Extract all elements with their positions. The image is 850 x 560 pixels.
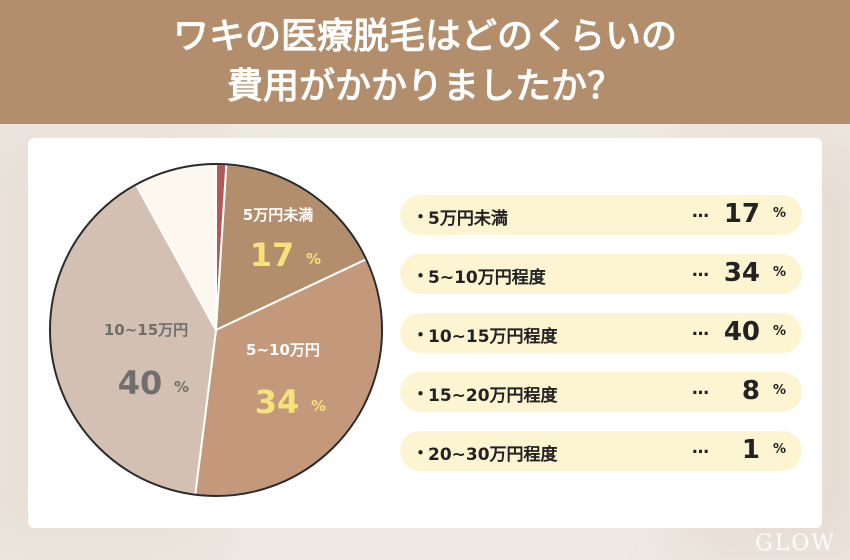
- legend-value: 40: [723, 317, 760, 347]
- legend-bullet: ・: [412, 385, 429, 405]
- legend-label: 20~30万円程度: [428, 445, 558, 465]
- legend-ellipsis: …: [692, 202, 710, 222]
- slice-value-0: 17: [250, 236, 295, 274]
- legend-bullet: ・: [412, 326, 429, 346]
- legend-ellipsis: …: [692, 379, 710, 399]
- legend: ・ 5万円未満 … 17 % ・ 5~10万円程度 … 34 % ・ 10~15…: [400, 195, 802, 490]
- legend-bullet: ・: [412, 267, 429, 287]
- slice-unit-1: %: [311, 397, 326, 415]
- legend-label: 5~10万円程度: [428, 268, 546, 288]
- slice-label-0: 5万円未満: [243, 206, 313, 224]
- slice-value-1: 34: [255, 383, 300, 421]
- legend-value: 34: [723, 258, 760, 288]
- slice-label-2: 10~15万円: [104, 321, 188, 339]
- header-title-line2: 費用がかかりましたか？: [226, 66, 623, 107]
- legend-label: 15~20万円程度: [428, 386, 558, 406]
- legend-label: 5万円未満: [428, 209, 508, 229]
- slice-label-1: 5~10万円: [246, 341, 320, 359]
- legend-ellipsis: …: [692, 438, 710, 458]
- legend-unit: %: [772, 324, 786, 339]
- pie-outline: [49, 163, 383, 497]
- legend-unit: %: [772, 383, 786, 398]
- legend-row-3: ・ 15~20万円程度 … 8 %: [400, 372, 802, 412]
- legend-row-1: ・ 5~10万円程度 … 34 %: [400, 254, 802, 294]
- legend-ellipsis: …: [692, 261, 710, 281]
- legend-row-2: ・ 10~15万円程度 … 40 %: [400, 313, 802, 353]
- slice-unit-0: %: [306, 250, 321, 268]
- legend-bullet: ・: [412, 444, 429, 464]
- chart-card: 5万円未満 17% 5~10万円 34% 10~15万円 40% ・ 5万円未満 … 17…: [28, 138, 822, 528]
- pie-chart: 5万円未満 17 % 5~10万円 34 % 10~15万円 40%: [49, 162, 383, 497]
- legend-unit: %: [772, 442, 786, 457]
- legend-unit: %: [772, 265, 786, 280]
- legend-bullet: ・: [412, 208, 429, 228]
- legend-ellipsis: …: [692, 320, 710, 340]
- slice-unit-2: %: [174, 378, 189, 396]
- slice-value-2: 40: [118, 364, 163, 402]
- legend-value: 8: [741, 376, 760, 406]
- header-title-line1: ワキの医療脱毛はどのくらいの: [172, 16, 677, 57]
- legend-row-4: ・ 20~30万円程度 … 1 %: [400, 431, 802, 471]
- page-header: ワキの医療脱毛はどのくらいの 費用がかかりましたか？: [0, 0, 850, 124]
- legend-row-0: ・ 5万円未満 … 17 %: [400, 195, 802, 235]
- legend-value: 1: [741, 435, 760, 465]
- legend-unit: %: [772, 206, 786, 221]
- legend-value: 17: [723, 199, 760, 229]
- brand-logo: GLOW: [755, 531, 836, 556]
- legend-label: 10~15万円程度: [428, 327, 558, 347]
